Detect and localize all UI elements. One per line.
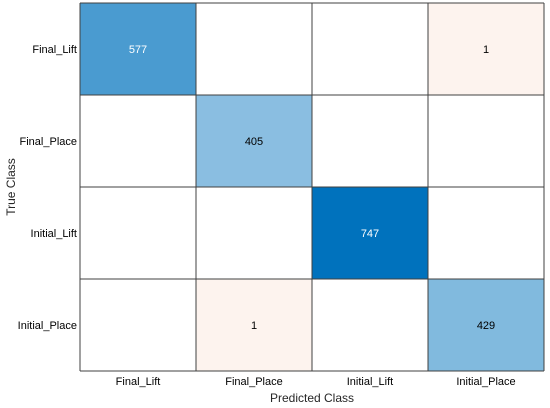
cell-initial-lift-initial-place (428, 187, 544, 279)
cell-initial-place-final-place (196, 279, 312, 371)
cell-value-initial-place-final-place: 1 (251, 320, 257, 332)
x-tick-label-final-place: Final_Place (225, 376, 282, 388)
cell-final-place-initial-place (428, 95, 544, 187)
y-tick-label-final-place: Final_Place (20, 136, 77, 148)
cell-final-lift-final-lift (80, 3, 196, 95)
x-tick-label-initial-lift: Initial_Lift (347, 376, 393, 388)
y-tick-label-final-lift: Final_Lift (32, 44, 77, 56)
cell-final-place-final-place (196, 95, 312, 187)
x-axis-title: Predicted Class (270, 391, 354, 405)
cell-initial-place-initial-place (428, 279, 544, 371)
matrix-grid-lines (79, 2, 545, 372)
cell-final-lift-initial-lift (312, 3, 428, 95)
x-tick-label-initial-place: Initial_Place (456, 376, 515, 388)
matrix-cell-labels: 577 1 405 747 1 429 (129, 44, 495, 332)
cell-value-final-place-final-place: 405 (245, 136, 263, 148)
cell-value-final-lift-final-lift: 577 (129, 44, 147, 56)
cell-value-final-lift-initial-place: 1 (483, 44, 489, 56)
x-tick-label-final-lift: Final_Lift (116, 376, 161, 388)
cell-final-lift-final-place (196, 3, 312, 95)
y-tick-label-initial-place: Initial_Place (18, 320, 77, 332)
y-axis-title: True Class (4, 158, 18, 216)
y-tick-labels: Final_Lift Final_Place Initial_Lift Initial… (18, 44, 77, 332)
matrix-cells (80, 3, 544, 371)
cell-initial-lift-final-place (196, 187, 312, 279)
cell-initial-place-initial-lift (312, 279, 428, 371)
cell-value-initial-place-initial-place: 429 (477, 320, 495, 332)
cell-initial-place-final-lift (80, 279, 196, 371)
cell-initial-lift-final-lift (80, 187, 196, 279)
y-tick-label-initial-lift: Initial_Lift (31, 228, 77, 240)
x-tick-labels: Final_Lift Final_Place Initial_Lift Initial… (116, 376, 516, 388)
cell-final-place-initial-lift (312, 95, 428, 187)
cell-final-place-final-lift (80, 95, 196, 187)
cell-initial-lift-initial-lift (312, 187, 428, 279)
cell-value-initial-lift-initial-lift: 747 (361, 228, 379, 240)
cell-final-lift-initial-place (428, 3, 544, 95)
